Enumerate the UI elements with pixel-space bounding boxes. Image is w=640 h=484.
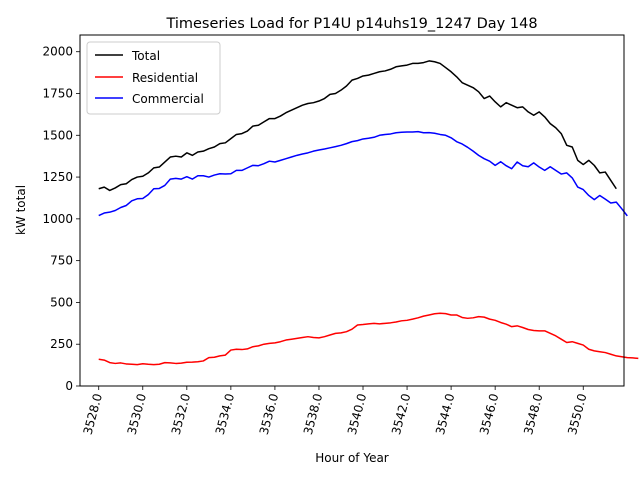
- series-line-total: [98, 60, 617, 192]
- chart-title: Timeseries Load for P14U p14uhs19_1247 D…: [165, 16, 537, 32]
- series-line-residential: [98, 312, 639, 366]
- plot-frame: [79, 34, 625, 387]
- y-axis-label: kW total: [14, 185, 28, 235]
- legend-box: [86, 41, 221, 115]
- legend: Total Residential Commercial: [86, 41, 221, 115]
- y-tick-label: 1250: [42, 170, 73, 184]
- legend-label-commercial: Commercial: [132, 92, 204, 106]
- y-tick-label: 2000: [42, 45, 73, 59]
- y-tick-label: 1500: [42, 128, 73, 142]
- y-tick-label: 500: [50, 295, 73, 309]
- y-tick-label: 250: [50, 337, 73, 351]
- y-tick-label: 1750: [42, 87, 73, 101]
- y-tick-label: 1000: [42, 212, 73, 226]
- legend-label-total: Total: [131, 49, 160, 63]
- series-layer: [98, 60, 639, 366]
- x-axis-label: Hour of Year: [315, 451, 389, 465]
- y-axis-ticks: 0 250 500 750 1000 1250 1500 1750 2000: [42, 45, 80, 393]
- legend-label-residential: Residential: [132, 71, 198, 85]
- series-line-commercial: [98, 130, 628, 217]
- y-tick-label: 0: [65, 379, 73, 393]
- y-tick-label: 750: [50, 254, 73, 268]
